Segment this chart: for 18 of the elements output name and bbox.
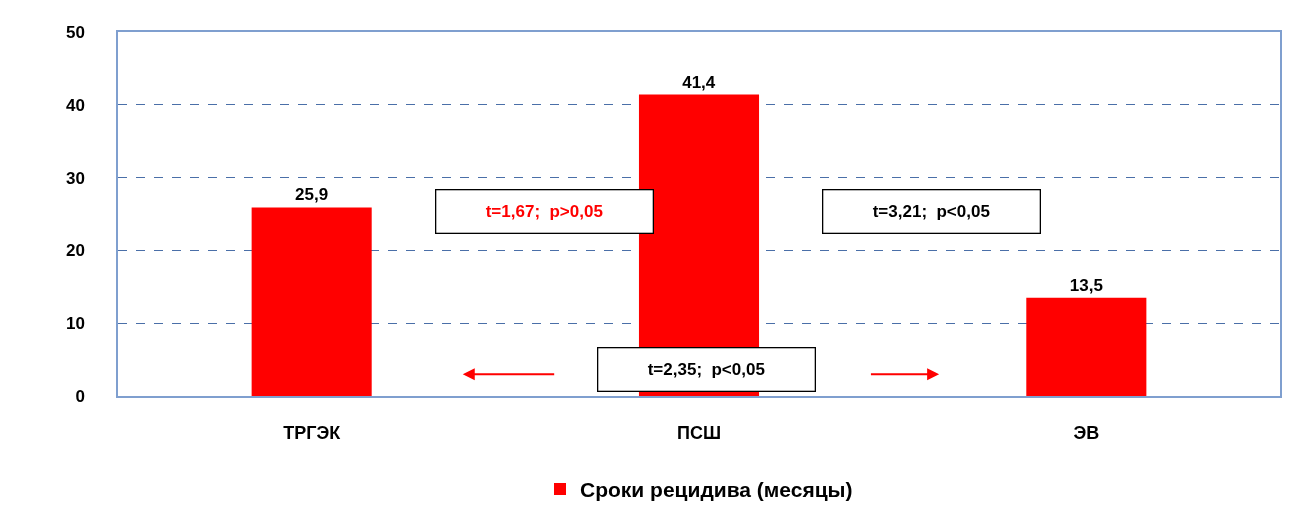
bar [251, 207, 372, 396]
y-tick-label: 50 [65, 22, 85, 42]
annotation: t=3,21; p<0,05 [872, 201, 990, 221]
data-label: 25,9 [295, 185, 329, 205]
y-tick-label: 40 [65, 95, 85, 115]
annotation: t=2,35; p<0,05 [647, 359, 765, 379]
y-tick-label: 10 [65, 314, 85, 334]
annotation: t=1,67; p>0,05 [485, 201, 603, 221]
y-tick-label: 20 [65, 241, 85, 261]
data-label: 13,5 [1069, 275, 1103, 295]
legend-label: Сроки рецидива (месяцы) [580, 478, 853, 502]
y-tick-label: 0 [75, 386, 85, 406]
y-tick-label: 30 [65, 168, 85, 188]
x-tick-label: ТРГЭК [283, 423, 342, 444]
x-tick-label: ПСШ [676, 423, 722, 444]
data-label: 41,4 [682, 72, 716, 92]
x-tick-label: ЭВ [1073, 423, 1100, 444]
bar [1026, 297, 1147, 396]
